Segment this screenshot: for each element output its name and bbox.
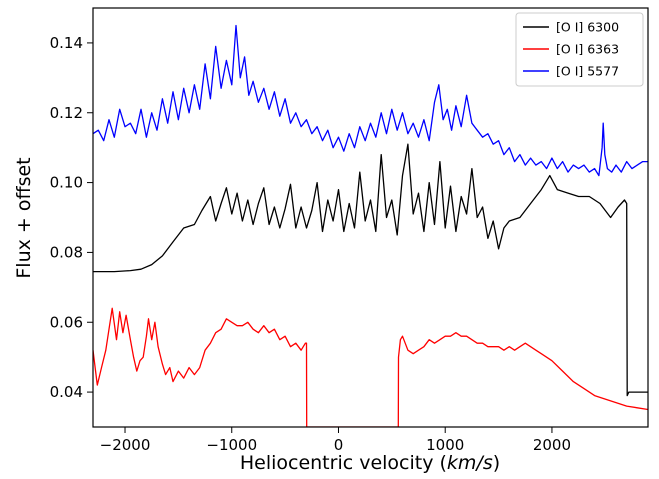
legend-label: [O I] 5577: [556, 64, 619, 79]
legend: [O I] 6300 [O I] 6363 [O I] 5577: [515, 12, 644, 87]
y-tick-label: 0.08: [50, 243, 83, 261]
x-axis-title-text: Heliocentric velocity: [240, 452, 434, 474]
y-tick-label: 0.06: [50, 313, 83, 331]
x-axis-title-paren-close: ): [493, 452, 500, 474]
x-tick-label: 2000: [533, 436, 571, 454]
x-axis-ticks: −2000 −1000 0 1000 2000: [100, 427, 571, 454]
x-axis-title-unit: km/s: [447, 452, 493, 474]
y-tick-label: 0.12: [50, 104, 83, 122]
x-tick-label: −1000: [206, 436, 257, 454]
x-tick-label: −2000: [100, 436, 151, 454]
y-tick-label: 0.14: [50, 34, 83, 52]
legend-label: [O I] 6300: [556, 20, 619, 35]
y-tick-label: 0.04: [50, 383, 83, 401]
y-axis-ticks: 0.04 0.06 0.08 0.10 0.12 0.14: [50, 34, 93, 401]
x-tick-label: 1000: [426, 436, 464, 454]
x-tick-label: 0: [334, 436, 344, 454]
plot-frame: [92, 7, 649, 428]
x-axis-title-paren-open: (: [433, 452, 446, 474]
series-line-1: [93, 143, 648, 397]
legend-box: [515, 12, 644, 87]
y-tick-label: 0.10: [50, 174, 83, 192]
legend-label: [O I] 6363: [556, 42, 619, 57]
series-line-3: [93, 24, 648, 177]
y-axis-title: Flux + offset: [13, 157, 35, 278]
series-line-2: [93, 307, 648, 427]
series-layer: [93, 24, 648, 427]
x-axis-title: Heliocentric velocity (km/s): [240, 452, 500, 474]
